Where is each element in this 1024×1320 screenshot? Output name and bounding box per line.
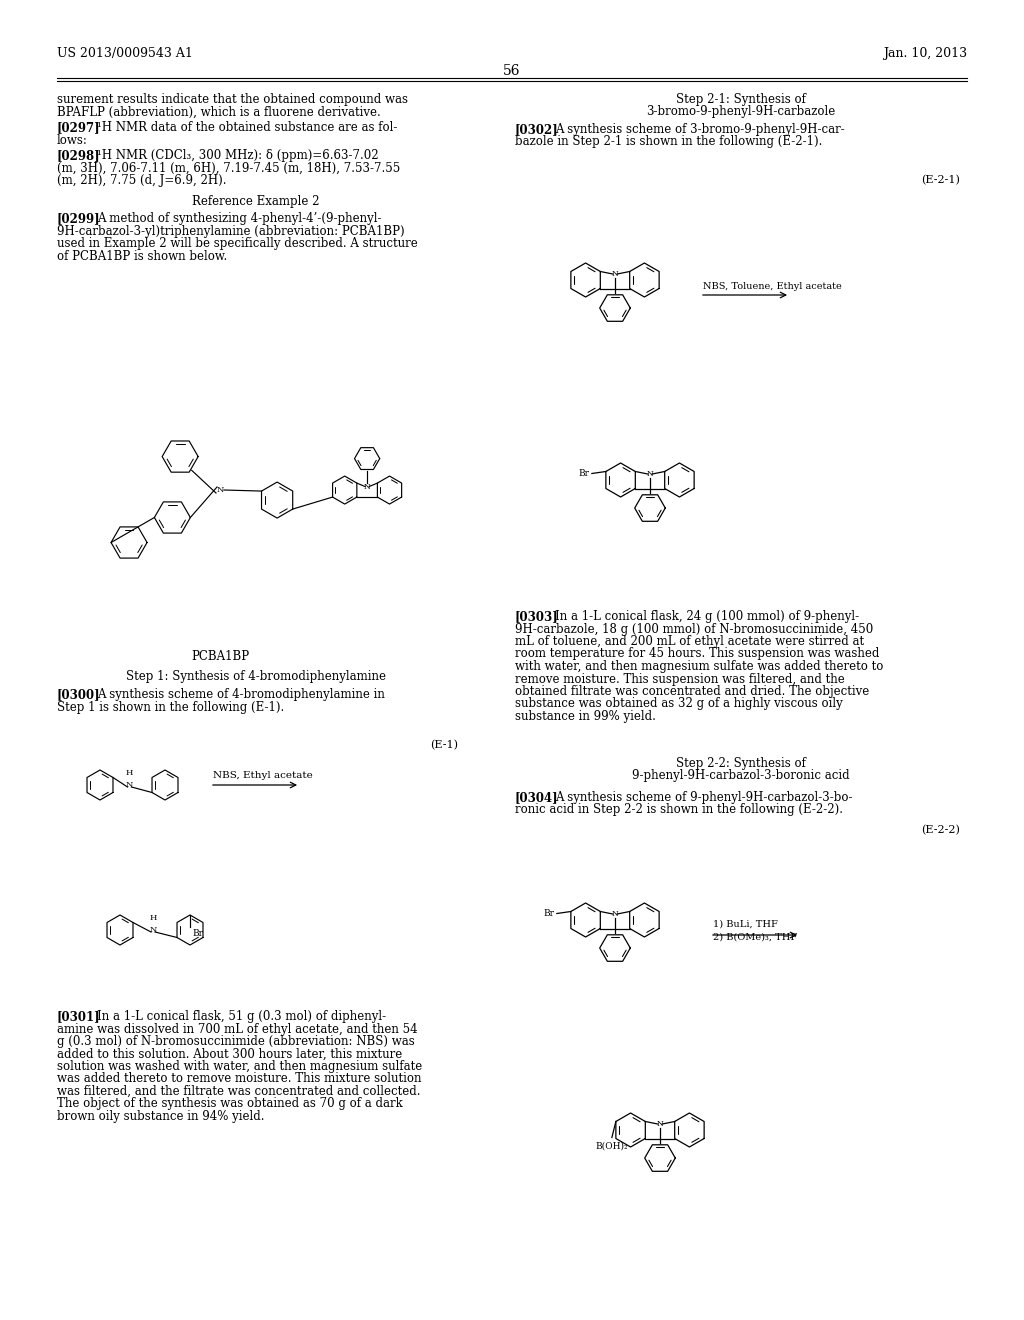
- Text: US 2013/0009543 A1: US 2013/0009543 A1: [57, 48, 193, 59]
- Text: mL of toluene, and 200 mL of ethyl acetate were stirred at: mL of toluene, and 200 mL of ethyl aceta…: [515, 635, 864, 648]
- Text: ¹H NMR data of the obtained substance are as fol-: ¹H NMR data of the obtained substance ar…: [97, 121, 397, 135]
- Text: Br: Br: [544, 909, 555, 917]
- Text: 9-phenyl-9H-carbazol-3-boronic acid: 9-phenyl-9H-carbazol-3-boronic acid: [632, 770, 850, 783]
- Text: Step 2-1: Synthesis of: Step 2-1: Synthesis of: [676, 92, 806, 106]
- Text: (m, 3H), 7.06-7.11 (m, 6H), 7.19-7.45 (m, 18H), 7.53-7.55: (m, 3H), 7.06-7.11 (m, 6H), 7.19-7.45 (m…: [57, 161, 400, 174]
- Text: brown oily substance in 94% yield.: brown oily substance in 94% yield.: [57, 1110, 264, 1123]
- Text: substance was obtained as 32 g of a highly viscous oily: substance was obtained as 32 g of a high…: [515, 697, 843, 710]
- Text: [0299]: [0299]: [57, 213, 100, 224]
- Text: added to this solution. About 300 hours later, this mixture: added to this solution. About 300 hours …: [57, 1048, 402, 1060]
- Text: (E-2-2): (E-2-2): [922, 825, 961, 836]
- Text: N: N: [216, 486, 223, 494]
- Text: Br: Br: [579, 469, 590, 478]
- Text: Jan. 10, 2013: Jan. 10, 2013: [883, 48, 967, 59]
- Text: ¹H NMR (CDCl₃, 300 MHz): δ (ppm)=6.63-7.02: ¹H NMR (CDCl₃, 300 MHz): δ (ppm)=6.63-7.…: [97, 149, 379, 162]
- Text: N: N: [364, 483, 371, 491]
- Text: H: H: [126, 770, 133, 777]
- Text: Step 1 is shown in the following (E-1).: Step 1 is shown in the following (E-1).: [57, 701, 285, 714]
- Text: lows:: lows:: [57, 133, 88, 147]
- Text: In a 1-L conical flask, 51 g (0.3 mol) of diphenyl-: In a 1-L conical flask, 51 g (0.3 mol) o…: [97, 1010, 386, 1023]
- Text: 1) BuLi, THF: 1) BuLi, THF: [713, 920, 778, 929]
- Text: Br: Br: [193, 929, 203, 939]
- Text: A synthesis scheme of 4-bromodiphenylamine in: A synthesis scheme of 4-bromodiphenylami…: [97, 688, 385, 701]
- Text: of PCBA1BP is shown below.: of PCBA1BP is shown below.: [57, 249, 227, 263]
- Text: (m, 2H), 7.75 (d, J=6.9, 2H).: (m, 2H), 7.75 (d, J=6.9, 2H).: [57, 174, 226, 187]
- Text: Reference Example 2: Reference Example 2: [193, 194, 319, 207]
- Text: 9H-carbazole, 18 g (100 mmol) of N-bromosuccinimide, 450: 9H-carbazole, 18 g (100 mmol) of N-bromo…: [515, 623, 873, 635]
- Text: H: H: [150, 913, 157, 921]
- Text: [0301]: [0301]: [57, 1010, 100, 1023]
- Text: N: N: [611, 271, 618, 279]
- Text: PCBA1BP: PCBA1BP: [190, 649, 249, 663]
- Text: [0303]: [0303]: [515, 610, 559, 623]
- Text: N: N: [646, 470, 653, 478]
- Text: [0304]: [0304]: [515, 791, 559, 804]
- Text: [0297]: [0297]: [57, 121, 100, 135]
- Text: 2) B(OMe)₃, THF: 2) B(OMe)₃, THF: [713, 933, 798, 942]
- Text: [0300]: [0300]: [57, 688, 100, 701]
- Text: A method of synthesizing 4-phenyl-4’-(9-phenyl-: A method of synthesizing 4-phenyl-4’-(9-…: [97, 213, 382, 224]
- Text: (E-2-1): (E-2-1): [922, 176, 961, 185]
- Text: surement results indicate that the obtained compound was: surement results indicate that the obtai…: [57, 92, 408, 106]
- Text: was filtered, and the filtrate was concentrated and collected.: was filtered, and the filtrate was conce…: [57, 1085, 421, 1098]
- Text: (E-1): (E-1): [430, 741, 458, 750]
- Text: obtained filtrate was concentrated and dried. The objective: obtained filtrate was concentrated and d…: [515, 685, 869, 698]
- Text: bazole in Step 2-1 is shown in the following (E-2-1).: bazole in Step 2-1 is shown in the follo…: [515, 136, 822, 149]
- Text: NBS, Toluene, Ethyl acetate: NBS, Toluene, Ethyl acetate: [703, 282, 842, 290]
- Text: N: N: [656, 1121, 664, 1129]
- Text: substance in 99% yield.: substance in 99% yield.: [515, 710, 656, 723]
- Text: used in Example 2 will be specifically described. A structure: used in Example 2 will be specifically d…: [57, 238, 418, 249]
- Text: amine was dissolved in 700 mL of ethyl acetate, and then 54: amine was dissolved in 700 mL of ethyl a…: [57, 1023, 418, 1035]
- Text: BPAFLP (abbreviation), which is a fluorene derivative.: BPAFLP (abbreviation), which is a fluore…: [57, 106, 381, 119]
- Text: was added thereto to remove moisture. This mixture solution: was added thereto to remove moisture. Th…: [57, 1072, 422, 1085]
- Text: [0302]: [0302]: [515, 123, 559, 136]
- Text: g (0.3 mol) of N-bromosuccinimide (abbreviation: NBS) was: g (0.3 mol) of N-bromosuccinimide (abbre…: [57, 1035, 415, 1048]
- Text: N: N: [126, 781, 133, 789]
- Text: [0298]: [0298]: [57, 149, 100, 162]
- Text: with water, and then magnesium sulfate was added thereto to: with water, and then magnesium sulfate w…: [515, 660, 884, 673]
- Text: A synthesis scheme of 9-phenyl-9H-carbazol-3-bo-: A synthesis scheme of 9-phenyl-9H-carbaz…: [555, 791, 853, 804]
- Text: ronic acid in Step 2-2 is shown in the following (E-2-2).: ronic acid in Step 2-2 is shown in the f…: [515, 804, 843, 817]
- Text: N: N: [150, 927, 157, 935]
- Text: B(OH)₂: B(OH)₂: [596, 1142, 628, 1151]
- Text: 3-bromo-9-phenyl-9H-carbazole: 3-bromo-9-phenyl-9H-carbazole: [646, 106, 836, 119]
- Text: N: N: [611, 909, 618, 917]
- Text: NBS, Ethyl acetate: NBS, Ethyl acetate: [213, 771, 312, 780]
- Text: Step 1: Synthesis of 4-bromodiphenylamine: Step 1: Synthesis of 4-bromodiphenylamin…: [126, 671, 386, 682]
- Text: remove moisture. This suspension was filtered, and the: remove moisture. This suspension was fil…: [515, 672, 845, 685]
- Text: room temperature for 45 hours. This suspension was washed: room temperature for 45 hours. This susp…: [515, 648, 880, 660]
- Text: Step 2-2: Synthesis of: Step 2-2: Synthesis of: [676, 756, 806, 770]
- Text: In a 1-L conical flask, 24 g (100 mmol) of 9-phenyl-: In a 1-L conical flask, 24 g (100 mmol) …: [555, 610, 859, 623]
- Text: A synthesis scheme of 3-bromo-9-phenyl-9H-car-: A synthesis scheme of 3-bromo-9-phenyl-9…: [555, 123, 845, 136]
- Text: solution was washed with water, and then magnesium sulfate: solution was washed with water, and then…: [57, 1060, 422, 1073]
- Text: 56: 56: [503, 63, 521, 78]
- Text: The object of the synthesis was obtained as 70 g of a dark: The object of the synthesis was obtained…: [57, 1097, 402, 1110]
- Text: 9H-carbazol-3-yl)triphenylamine (abbreviation: PCBA1BP): 9H-carbazol-3-yl)triphenylamine (abbrevi…: [57, 224, 404, 238]
